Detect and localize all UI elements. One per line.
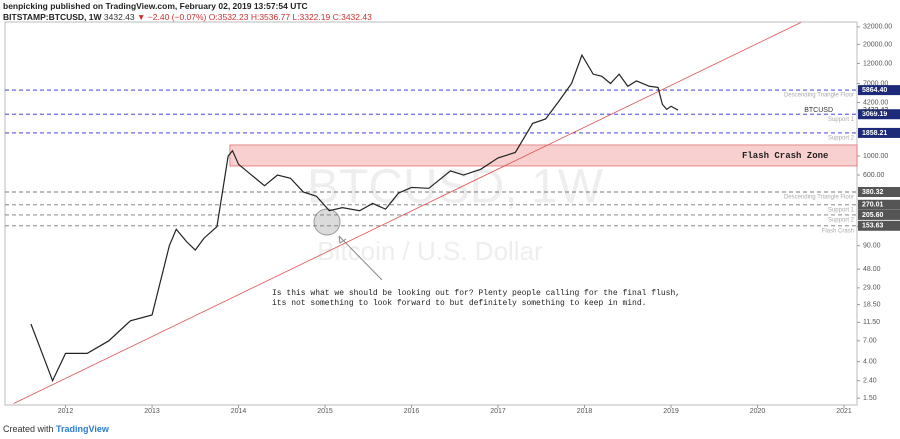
footer-text: Created with: [3, 424, 54, 434]
level-note: Descending Triangle Floor: [784, 195, 854, 201]
y-tick-label: 1000.00: [863, 153, 888, 160]
level-note: Support 1: [828, 117, 855, 123]
level-note: Descending Triangle Floor: [784, 93, 854, 99]
y-tick-label: 18.50: [863, 301, 881, 308]
x-tick-label: 2016: [404, 408, 420, 415]
level-label: 3069.19: [862, 111, 887, 118]
last-name: BTCUSD: [804, 107, 833, 114]
symbol: BITSTAMP:BTCUSD, 1W: [3, 12, 102, 22]
level-box: [858, 127, 900, 138]
x-tick-label: 2021: [836, 408, 852, 415]
y-tick-label: 48.00: [863, 266, 881, 273]
level-label: 153.63: [862, 223, 884, 230]
level-box: [858, 199, 900, 210]
footer: Created with TradingView: [3, 424, 109, 434]
y-tick-label: 90.00: [863, 243, 881, 250]
annotation: its not something to look forward to but…: [272, 299, 646, 308]
last-price: 3432.43: [863, 107, 888, 114]
level-box: [858, 220, 900, 231]
x-tick-label: 2015: [317, 408, 333, 415]
y-tick-label: 7000.00: [863, 80, 888, 87]
level-note: Support 2: [828, 135, 855, 141]
brand: TradingView: [56, 424, 109, 434]
x-tick-label: 2013: [144, 408, 160, 415]
level-note: Flash Crash: [822, 228, 854, 234]
publisher: benpicking published on TradingView.com,…: [3, 1, 308, 11]
price-line: [30, 53, 679, 383]
arrow: [338, 235, 383, 281]
ohlc: O:3532.23 H:3536.77 L:3322.19 C:3432.43: [208, 12, 372, 22]
arrow-head: [338, 235, 347, 244]
level-label: 1858.21: [862, 130, 887, 137]
x-tick-label: 2014: [231, 408, 247, 415]
x-tick-label: 2017: [490, 408, 506, 415]
x-tick-label: 2012: [58, 408, 74, 415]
last: 3432.43: [103, 12, 135, 22]
zone-label: Flash Crash Zone: [742, 151, 828, 161]
header: benpicking published on TradingView.com,…: [3, 1, 372, 23]
y-tick-label: 600.00: [863, 172, 885, 179]
y-tick-label: 4200.00: [863, 99, 888, 106]
watermark: BTCUSD, 1W: [307, 161, 604, 214]
plot-frame: [4, 21, 858, 406]
x-tick-label: 2018: [577, 408, 593, 415]
y-tick-label: 11.50: [863, 319, 880, 326]
level-label: 205.60: [862, 212, 884, 219]
level-box: [858, 109, 900, 120]
watermark: Bitcoin / U.S. Dollar: [317, 236, 543, 266]
chart: BTCUSD, 1W Bitcoin / U.S. Dollar Is this…: [4, 21, 900, 415]
level-label: 5864.40: [862, 87, 887, 94]
x-tick-label: 2019: [663, 408, 679, 415]
y-tick-label: 4.00: [863, 359, 877, 366]
level-note: Support 2: [828, 218, 855, 224]
y-tick-label: 12000.00: [863, 60, 892, 67]
trendline: [13, 22, 801, 404]
level-box: [858, 85, 900, 96]
flash-crash-zone: [229, 144, 858, 167]
y-tick-label: 32000.00: [863, 24, 892, 31]
level-label: 270.01: [862, 202, 884, 209]
change: ▼ −2.40 (−0.07%): [137, 12, 207, 22]
annotation: Is this what we should be looking out fo…: [272, 289, 680, 298]
level-box: [858, 209, 900, 220]
y-tick-label: 1.50: [863, 395, 877, 402]
y-tick-label: 29.00: [863, 285, 881, 292]
y-tick-label: 2.40: [863, 378, 877, 385]
y-tick-label: 7.00: [863, 338, 877, 345]
level-note: Support 1: [828, 207, 855, 213]
x-tick-label: 2020: [750, 408, 766, 415]
level-label: 380.32: [862, 189, 884, 196]
highlight-circle: [313, 208, 341, 236]
y-tick-label: 20000.00: [863, 41, 892, 48]
level-box: [858, 187, 900, 198]
